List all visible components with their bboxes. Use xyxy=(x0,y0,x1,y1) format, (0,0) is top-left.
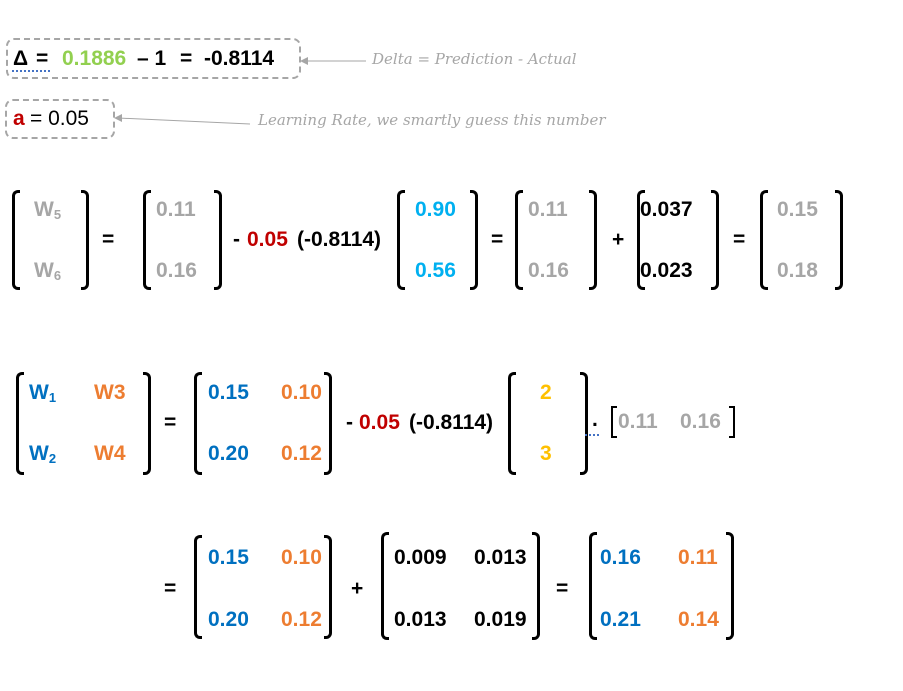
actual-term: – 1 xyxy=(137,47,167,70)
r2-m2-a: 2 xyxy=(540,381,552,404)
r1-m3-bracket-left xyxy=(515,190,523,290)
r3-m3-a: 0.16 xyxy=(600,546,641,569)
r1-m5-bracket-right xyxy=(835,190,843,290)
r3-plus: + xyxy=(351,577,364,600)
r1-equals-2: = xyxy=(491,228,504,251)
r2-w3: W3 xyxy=(94,381,126,404)
r1-m2-a: 0.90 xyxy=(415,198,456,221)
delta-symbol: Δ xyxy=(13,47,29,70)
r3-m1-bracket-right xyxy=(324,535,332,639)
r3-m2-b: 0.013 xyxy=(474,546,527,569)
r1-m4-bracket-right xyxy=(711,190,719,290)
r1-minus: - xyxy=(233,228,240,251)
r3-m1-bracket-left xyxy=(194,535,202,639)
r2-w4: W4 xyxy=(94,442,126,465)
delta-note: Delta = Prediction - Actual xyxy=(372,50,577,68)
r3-m3-bracket-left xyxy=(589,532,597,640)
r3-m1-c: 0.20 xyxy=(208,608,249,631)
r1-m4-a: 0.037 xyxy=(640,198,693,221)
r2-m1-c: 0.20 xyxy=(208,442,249,465)
r3-m2-bracket-right xyxy=(532,532,540,640)
r1-plus: + xyxy=(612,228,625,251)
r2-w2: W2 xyxy=(29,442,57,466)
r2-m3-bracket-right xyxy=(729,406,735,438)
r1-lhs-bracket-left xyxy=(12,190,20,290)
r3-m1-b: 0.10 xyxy=(281,546,322,569)
r3-m2-d: 0.019 xyxy=(474,608,527,631)
r3-m1-d: 0.12 xyxy=(281,608,322,631)
r1-m1-bracket-right xyxy=(214,190,222,290)
r2-w1: W1 xyxy=(29,381,57,405)
r3-m1-a: 0.15 xyxy=(208,546,249,569)
r3-m3-b: 0.11 xyxy=(678,546,718,569)
prediction-value: 0.1886 xyxy=(62,47,127,70)
r1-delta: (-0.8114) xyxy=(297,228,382,251)
r3-m2-c: 0.013 xyxy=(394,608,447,631)
r1-m3-b: 0.16 xyxy=(528,259,569,282)
r3-m3-d: 0.14 xyxy=(678,608,719,631)
r1-lr: 0.05 xyxy=(247,228,288,251)
delta-box xyxy=(6,38,301,79)
r2-m2-bracket-right xyxy=(580,372,588,475)
r1-equals-1: = xyxy=(102,228,115,251)
r1-m1-a: 0.11 xyxy=(156,198,196,221)
lr-rest: = 0.05 xyxy=(30,107,89,130)
r1-m2-b: 0.56 xyxy=(415,259,456,282)
r1-m3-a: 0.11 xyxy=(528,198,568,221)
r1-m3-bracket-right xyxy=(589,190,597,290)
delta-equals-2: = xyxy=(180,47,193,70)
r1-m5-b: 0.18 xyxy=(777,259,818,282)
r3-m2-a: 0.009 xyxy=(394,546,447,569)
r1-m2-bracket-left xyxy=(397,190,405,290)
r1-w6: W6 xyxy=(34,259,62,283)
r1-m5-a: 0.15 xyxy=(777,198,818,221)
r2-lhs-bracket-right xyxy=(143,372,151,475)
spell-underline xyxy=(12,66,50,72)
r1-m2-bracket-right xyxy=(470,190,478,290)
r2-m1-b: 0.10 xyxy=(281,381,322,404)
r3-m2-bracket-left xyxy=(381,532,389,640)
r2-m2-b: 3 xyxy=(540,442,552,465)
r2-dot: . xyxy=(592,408,598,431)
delta-equals: = xyxy=(36,47,49,70)
r3-equals-2: = xyxy=(556,577,569,600)
r2-lr: 0.05 xyxy=(359,411,400,434)
r1-m1-b: 0.16 xyxy=(156,259,197,282)
r3-equals-1: = xyxy=(164,577,177,600)
r1-lhs-bracket-right xyxy=(81,190,89,290)
r2-m1-bracket-right xyxy=(324,372,332,475)
r2-m1-bracket-left xyxy=(194,372,202,475)
r1-m5-bracket-left xyxy=(760,190,768,290)
r2-m3-a: 0.11 xyxy=(618,410,658,433)
r2-m2-bracket-left xyxy=(508,372,516,475)
r2-m1-a: 0.15 xyxy=(208,381,249,404)
r2-minus: - xyxy=(346,411,353,434)
r3-m3-bracket-right xyxy=(726,532,734,640)
spell-underline-2 xyxy=(585,430,599,436)
r1-equals-3: = xyxy=(733,228,746,251)
r1-w5: W5 xyxy=(34,198,62,222)
r2-m3-b: 0.16 xyxy=(680,410,721,433)
r1-m1-bracket-left xyxy=(143,190,151,290)
arrow-delta-note xyxy=(300,57,366,65)
delta-result: -0.8114 xyxy=(204,47,275,70)
arrow-lr-note xyxy=(114,114,251,125)
r2-equals: = xyxy=(164,411,177,434)
r1-m4-b: 0.023 xyxy=(640,259,693,282)
r2-m1-d: 0.12 xyxy=(281,442,322,465)
r1-m4-bracket-left xyxy=(637,190,645,290)
lr-note: Learning Rate, we smartly guess this num… xyxy=(258,111,606,129)
r2-delta: (-0.8114) xyxy=(409,411,494,434)
lr-box xyxy=(5,99,115,139)
r2-m3-bracket-left xyxy=(611,406,617,438)
r3-m3-c: 0.21 xyxy=(600,608,641,631)
lr-symbol: a xyxy=(13,107,25,130)
r2-lhs-bracket-left xyxy=(16,372,24,475)
